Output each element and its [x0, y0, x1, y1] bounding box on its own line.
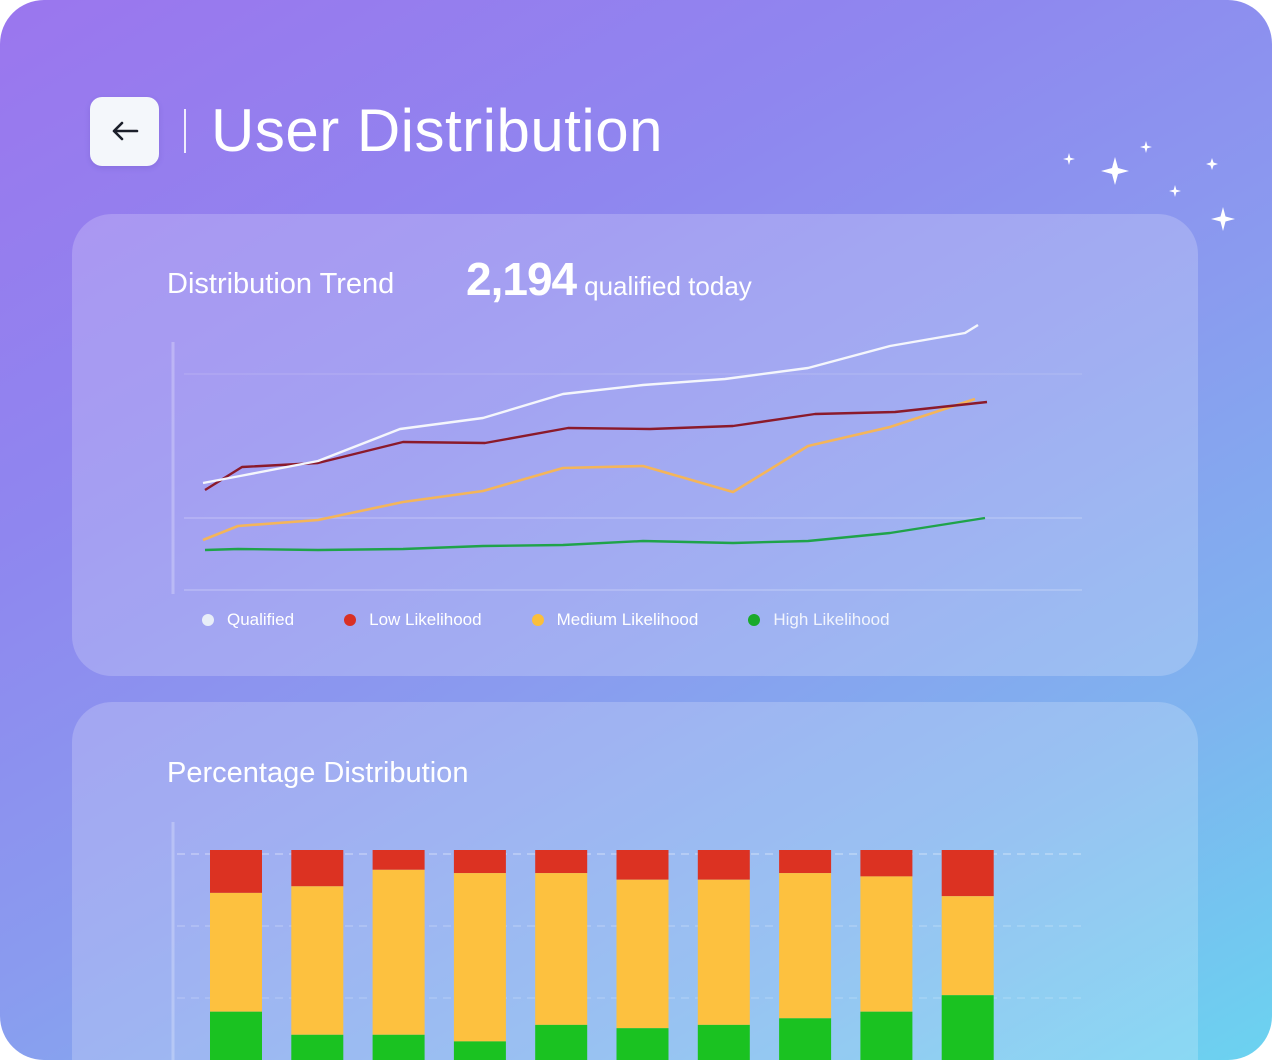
bar-2	[291, 850, 344, 1060]
series-low-likelihood	[204, 400, 988, 492]
bar-segment-high	[779, 1018, 832, 1060]
bar-segment-high	[535, 1024, 588, 1060]
legend-label: Qualified	[227, 610, 295, 629]
bar-6	[616, 850, 669, 1060]
stacked-bar-chart	[171, 822, 1082, 1060]
legend-item-low-likelihood[interactable]: Low Likelihood	[344, 610, 482, 630]
bar-4	[453, 850, 506, 1060]
percentage-distribution-card: Percentage Distribution	[72, 702, 1198, 1060]
bar-9	[860, 850, 913, 1060]
trend-card-title: Distribution Trend	[167, 268, 395, 300]
bar-segment-high	[210, 1011, 262, 1060]
bar-7	[697, 850, 750, 1060]
bar-segment-medium	[616, 879, 669, 1029]
bar-segment-medium	[291, 886, 344, 1035]
bar-segment-high	[616, 1028, 669, 1060]
legend-dot-icon	[531, 614, 544, 626]
bar-segment-high	[291, 1034, 344, 1060]
bar-segment-low	[616, 850, 669, 880]
bar-segment-medium	[941, 896, 994, 996]
bar-segment-low	[372, 850, 425, 870]
bar-segment-low	[453, 850, 506, 874]
bar-segment-medium	[453, 873, 506, 1042]
bar-3	[372, 850, 425, 1060]
bar-segment-medium	[372, 869, 425, 1035]
bar-segment-high	[372, 1034, 425, 1060]
bar-segment-high	[941, 995, 994, 1060]
bar-segment-low	[210, 850, 262, 893]
series-medium-likelihood	[202, 397, 976, 542]
bar-5	[535, 850, 588, 1060]
bar-segment-high	[453, 1041, 506, 1060]
kpi-label: qualified today	[584, 271, 752, 301]
distribution-trend-card: Distribution Trend 2,194 qualified today…	[72, 214, 1198, 676]
legend-item-medium-likelihood[interactable]: Medium Likelihood	[531, 610, 699, 630]
bar-segment-medium	[697, 879, 750, 1025]
bar-segment-low	[291, 850, 344, 887]
legend-item-high-likelihood[interactable]: High Likelihood	[748, 610, 890, 630]
legend-label: Low Likelihood	[369, 610, 482, 629]
legend-label: Medium Likelihood	[556, 610, 699, 629]
bar-segment-low	[697, 850, 750, 880]
kpi-value: 2,194	[466, 253, 577, 305]
header-divider	[184, 109, 186, 153]
bar-segment-high	[697, 1024, 750, 1060]
qualified-today-kpi: 2,194 qualified today	[466, 252, 752, 306]
bar-segment-low	[941, 850, 994, 897]
bar-10	[941, 850, 994, 1060]
arrow-left-icon	[112, 121, 138, 141]
chart-legend: Qualified Low Likelihood Medium Likeliho…	[202, 610, 940, 630]
bar-segment-medium	[860, 876, 913, 1012]
bar-segment-medium	[210, 892, 262, 1012]
bar-segment-high	[860, 1011, 913, 1060]
back-button[interactable]	[90, 96, 159, 166]
page-header: User Distribution	[90, 96, 663, 166]
bar-segment-low	[860, 850, 913, 877]
bar-segment-low	[535, 850, 588, 874]
legend-dot-icon	[344, 614, 357, 626]
bar-segment-medium	[535, 873, 588, 1025]
legend-dot-icon	[202, 614, 214, 626]
page-title: User Distribution	[211, 97, 663, 164]
legend-dot-icon	[748, 614, 761, 626]
bar-segment-low	[779, 850, 832, 874]
legend-item-qualified[interactable]: Qualified	[202, 610, 294, 630]
bar-1	[210, 850, 262, 1060]
line-chart	[171, 323, 1082, 594]
percent-card-title: Percentage Distribution	[167, 757, 469, 789]
sparkles-icon	[1063, 141, 1235, 231]
bar-segment-medium	[779, 873, 832, 1019]
series-qualified	[202, 323, 979, 485]
series-high-likelihood	[204, 516, 986, 552]
legend-label: High Likelihood	[773, 610, 890, 629]
bar-8	[779, 850, 832, 1060]
